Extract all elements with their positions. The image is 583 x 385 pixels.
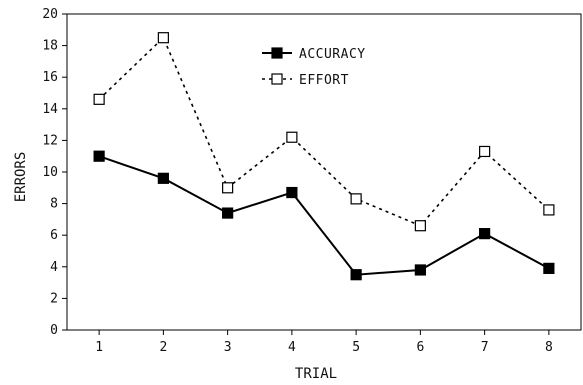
y-axis-title: ERRORS [13,152,29,203]
x-tick-label: 8 [545,340,553,355]
series-line [98,36,550,227]
legend-label: EFFORT [299,73,349,88]
legend: ACCURACY EFFORT [262,47,366,88]
data-point [157,172,169,184]
legend-marker [271,47,283,59]
data-point [543,204,555,216]
y-tick-label: 6 [50,228,58,243]
y-tick-label: 14 [42,102,58,117]
x-tick-label: 7 [481,340,489,355]
y-tick-label: 4 [50,260,58,275]
y-tick-label: 16 [42,70,58,85]
series-effort [93,32,555,232]
data-point [479,228,491,240]
x-tick-label: 3 [224,340,232,355]
data-point [414,264,426,276]
data-point [222,207,234,219]
y-tick-label: 8 [50,197,58,212]
y-tick-label: 2 [50,291,58,306]
data-point [286,186,298,199]
y-tick-label: 18 [42,39,58,54]
legend-item-effort: EFFORT [262,73,349,88]
data-point [350,193,362,205]
data-point [93,93,105,105]
x-tick-label: 1 [95,340,103,355]
series-accuracy [93,150,555,281]
x-axis-title: TRIAL [295,366,337,380]
y-tick-label: 10 [42,165,58,180]
data-point [222,182,234,194]
legend-item-accuracy: ACCURACY [262,47,366,62]
data-point [157,32,169,44]
data-point [350,269,362,281]
y-tick-label: 20 [42,7,58,22]
series-line [98,155,550,276]
series-layer [93,32,555,281]
x-tick-label: 5 [352,340,360,355]
data-point [286,131,298,143]
y-tick-label: 12 [42,133,58,148]
x-tick-label: 4 [288,340,296,355]
data-point [93,150,105,162]
data-point [414,220,426,232]
legend-label: ACCURACY [299,47,366,62]
data-point [543,262,555,274]
x-tick-label: 6 [416,340,424,355]
data-point [479,145,491,158]
y-tick-label: 0 [50,323,58,338]
legend-marker [271,73,283,85]
x-tick-label: 2 [159,340,167,355]
